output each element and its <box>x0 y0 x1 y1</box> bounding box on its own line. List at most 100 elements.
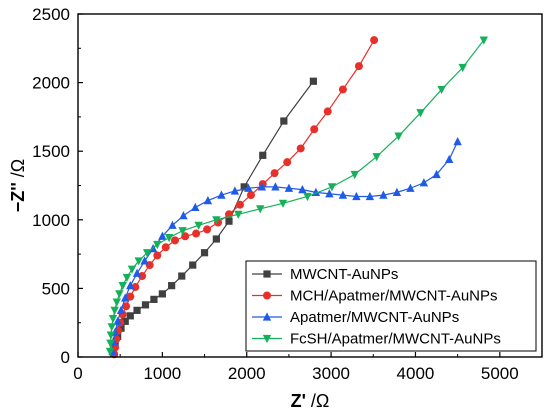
legend-item: FcSH/Apatmer/MWCNT-AuNPs <box>252 331 501 348</box>
data-point <box>115 290 124 299</box>
data-point <box>225 217 233 225</box>
data-point <box>310 125 319 134</box>
y-tick-label: 2500 <box>32 5 70 24</box>
series-4 <box>105 36 488 357</box>
data-point <box>296 144 305 153</box>
data-point <box>153 240 162 250</box>
data-point <box>259 151 267 159</box>
data-point <box>437 85 446 95</box>
legend-marker <box>262 334 272 344</box>
y-axis-title: −Z'' /Ω <box>8 159 28 213</box>
legend-item: MWCNT-AuNPs <box>252 266 398 283</box>
x-tick-label: 2000 <box>228 364 266 383</box>
data-point <box>153 251 162 260</box>
data-point <box>479 36 488 45</box>
data-point <box>121 317 129 325</box>
data-point <box>150 295 158 303</box>
data-point <box>133 306 141 314</box>
data-point <box>445 154 454 164</box>
data-point <box>168 220 177 229</box>
data-point <box>327 183 337 192</box>
data-point <box>126 312 134 320</box>
legend-marker <box>263 270 271 278</box>
data-point <box>112 298 122 307</box>
data-point <box>244 183 253 192</box>
data-point <box>309 77 317 85</box>
data-point <box>338 190 348 199</box>
data-point <box>178 272 186 280</box>
data-point <box>230 186 240 195</box>
y-axis-title-symbol: −Z'' <box>8 182 28 212</box>
y-tick-label: 2000 <box>32 74 70 93</box>
data-point <box>419 178 429 187</box>
data-point <box>284 183 294 192</box>
legend: MWCNT-AuNPs MCH/Apatmer/MWCNT-AuNPs Apatme… <box>245 260 537 352</box>
data-point <box>240 183 248 191</box>
data-point <box>194 221 203 230</box>
data-point <box>354 62 363 71</box>
data-point <box>192 229 201 238</box>
x-axis-title-unit: /Ω <box>306 391 329 411</box>
data-point <box>118 282 127 291</box>
data-point <box>270 169 279 178</box>
data-point <box>140 256 149 265</box>
data-point <box>352 191 361 201</box>
series-3 <box>108 136 462 356</box>
data-point <box>126 281 135 290</box>
axes-layer: 0 1000 2000 3000 4000 5000 0 500 1000 1500 2000 250… <box>32 5 519 383</box>
data-point <box>191 202 200 212</box>
x-tick-label: 5000 <box>481 364 519 383</box>
y-axis-title-unit: /Ω <box>8 159 28 182</box>
y-tick-label: 0 <box>61 348 70 367</box>
data-point <box>164 234 174 243</box>
data-point <box>121 293 130 302</box>
y-tick-label: 1500 <box>32 142 70 161</box>
data-point <box>394 132 403 141</box>
y-tick-label: 500 <box>42 279 70 298</box>
data-point <box>132 268 142 277</box>
data-point <box>234 210 243 219</box>
x-tick-label: 3000 <box>312 364 350 383</box>
data-point <box>365 191 375 201</box>
data-point <box>117 324 125 332</box>
data-point <box>453 136 462 146</box>
data-point <box>142 249 152 258</box>
legend-marker <box>263 291 271 300</box>
data-point <box>161 243 170 252</box>
data-point <box>257 182 267 191</box>
data-point <box>235 200 244 209</box>
series-line <box>111 141 459 352</box>
data-point <box>379 190 388 199</box>
data-point <box>116 305 126 314</box>
data-point <box>127 265 137 274</box>
data-point <box>372 153 381 162</box>
data-point <box>134 257 143 266</box>
data-point <box>271 182 280 191</box>
data-point <box>203 225 212 234</box>
data-point <box>325 189 334 198</box>
x-tick-label: 4000 <box>397 364 435 383</box>
data-point <box>278 199 288 208</box>
plot-layer <box>105 36 488 359</box>
data-point <box>217 190 226 199</box>
data-point <box>416 109 425 118</box>
data-point <box>122 302 131 311</box>
data-point <box>110 306 119 315</box>
x-tick-label: 0 <box>73 364 82 383</box>
data-point <box>138 272 147 281</box>
data-point <box>179 211 188 220</box>
x-axis-title: Z' /Ω <box>291 391 330 411</box>
legend-box <box>245 260 537 352</box>
data-point <box>246 191 255 200</box>
data-point <box>171 236 180 245</box>
data-point <box>200 249 209 257</box>
data-point <box>105 347 115 357</box>
data-point <box>370 36 379 45</box>
data-point <box>178 227 187 236</box>
data-point <box>126 292 135 301</box>
data-point <box>158 290 166 298</box>
data-point <box>338 85 347 94</box>
legend-item: Apatmer/MWCNT-AuNPs <box>252 309 459 326</box>
data-point <box>432 169 441 179</box>
